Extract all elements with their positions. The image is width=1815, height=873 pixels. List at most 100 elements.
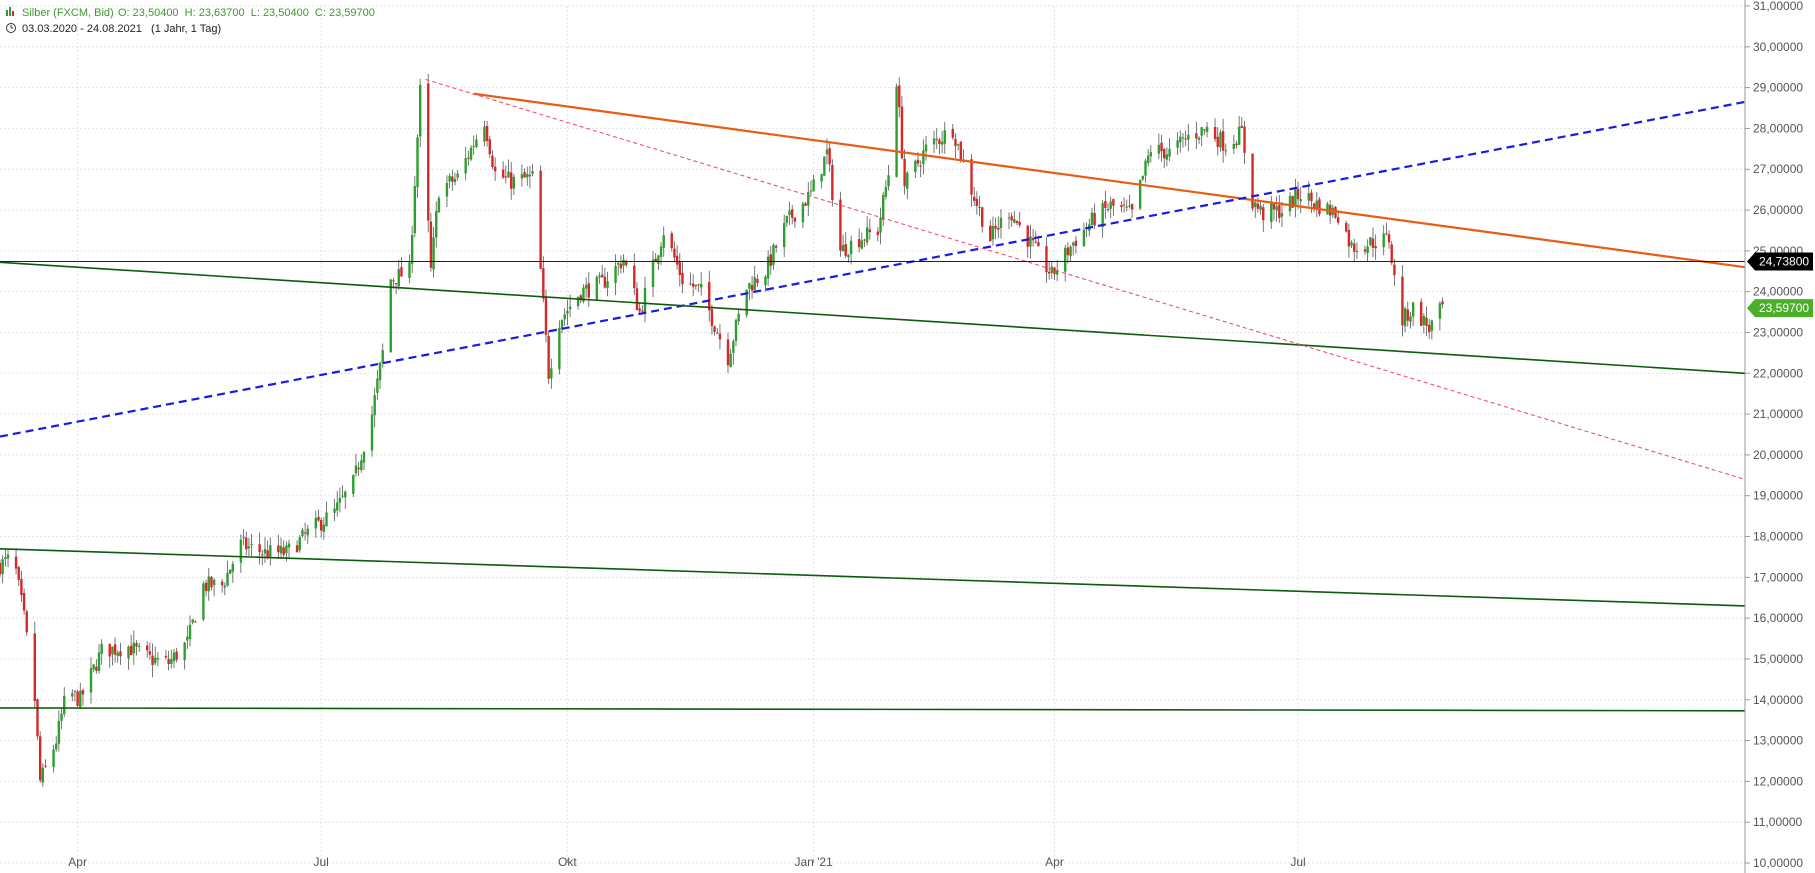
candle-up [448, 175, 451, 182]
candle-up [1409, 316, 1412, 322]
candle-down [1387, 234, 1391, 243]
candle-up [354, 465, 358, 474]
candle-down [245, 537, 248, 550]
candle-up [306, 528, 309, 536]
candle-up [879, 217, 882, 233]
trendline-green [0, 707, 1746, 712]
candle-down [579, 295, 582, 301]
candle-up [1, 559, 4, 575]
candle-down [959, 141, 963, 160]
candle-down [22, 593, 26, 611]
candle-up [57, 720, 61, 744]
candle-up [381, 350, 384, 363]
candle-up [183, 642, 186, 661]
candle-up [1254, 202, 1257, 208]
candle-up [116, 652, 119, 656]
candle-up [1082, 229, 1086, 247]
candle-up [606, 281, 609, 288]
candle-up [314, 517, 318, 529]
candle-down [220, 581, 224, 586]
candle-up [812, 179, 815, 192]
candle-up [1138, 179, 1142, 209]
candle-up [906, 172, 909, 189]
candle-down [151, 655, 154, 666]
candle-up [914, 160, 917, 173]
y-tick-label: 12,00000 [1753, 774, 1803, 788]
candle-up [643, 287, 647, 314]
candle-up [437, 198, 441, 213]
candle-up [1366, 246, 1369, 253]
candle-up [887, 175, 890, 187]
candle-up [207, 576, 210, 592]
candle-down [697, 284, 700, 286]
candle-down [633, 265, 636, 289]
candle-up [659, 246, 663, 257]
x-tick-label: Jan '21 [794, 855, 833, 869]
candle-down [844, 244, 847, 256]
candle-up [418, 84, 422, 137]
candle-down [675, 255, 679, 265]
candle-down [542, 268, 545, 299]
candle-up [1200, 127, 1203, 136]
candle-down [501, 169, 505, 178]
y-tick-label: 10,00000 [1753, 856, 1803, 870]
candle-down [708, 282, 711, 311]
candle-down [1106, 209, 1110, 211]
candle-up [186, 636, 189, 641]
candle-down [1393, 264, 1396, 276]
candle-up [416, 137, 419, 188]
trendline-pink [425, 78, 1746, 480]
candle-down [1441, 301, 1444, 305]
y-tick-label: 15,00000 [1753, 652, 1803, 666]
candle-up [943, 130, 946, 144]
candle-up [1438, 303, 1442, 319]
candle-up [52, 749, 55, 768]
candle-up [137, 645, 141, 647]
candle-down [954, 138, 957, 146]
candle-up [841, 244, 845, 252]
y-tick-label: 21,00000 [1753, 407, 1803, 421]
candle-up [662, 235, 665, 248]
candle-down [635, 288, 639, 311]
candle-up [999, 217, 1003, 229]
candle-down [485, 125, 489, 142]
candle-up [732, 341, 735, 353]
candle-down [504, 176, 508, 178]
candle-up [188, 624, 192, 640]
candle-up [825, 149, 829, 155]
candle-down [793, 217, 797, 222]
candle-up [520, 174, 524, 179]
chart-header: Silber (FXCM, Bid) O: 23,50400 H: 23,637… [6, 7, 375, 35]
candle-up [1090, 212, 1094, 225]
y-tick-label: 27,00000 [1753, 162, 1803, 176]
candle-down [467, 157, 470, 159]
candle-up [170, 658, 173, 664]
candle-up [1315, 200, 1318, 209]
candle-down [710, 309, 714, 326]
candle-down [587, 283, 591, 298]
candle-down [14, 556, 18, 569]
candle-up [598, 275, 601, 278]
candle-up [341, 495, 344, 497]
candle-down [258, 544, 261, 553]
candle-down [1374, 246, 1377, 249]
price-labels: 24,73800 23,59700 [1747, 252, 1813, 318]
candle-up [1197, 137, 1201, 140]
candle-up [435, 211, 438, 238]
candle-down [33, 633, 36, 702]
x-tick-label: Jul [1290, 855, 1305, 869]
candle-down [970, 159, 973, 195]
candle-down [1195, 133, 1198, 139]
candle-up [1355, 250, 1359, 253]
candle-up [212, 579, 216, 586]
candle-up [1029, 236, 1032, 247]
candle-up [1205, 126, 1209, 133]
candle-up [445, 182, 449, 197]
candle-up [1280, 213, 1284, 217]
candle-up [92, 664, 95, 670]
candle-up [689, 283, 692, 285]
candle-up [772, 244, 775, 265]
bar-chart-icon [6, 7, 14, 16]
